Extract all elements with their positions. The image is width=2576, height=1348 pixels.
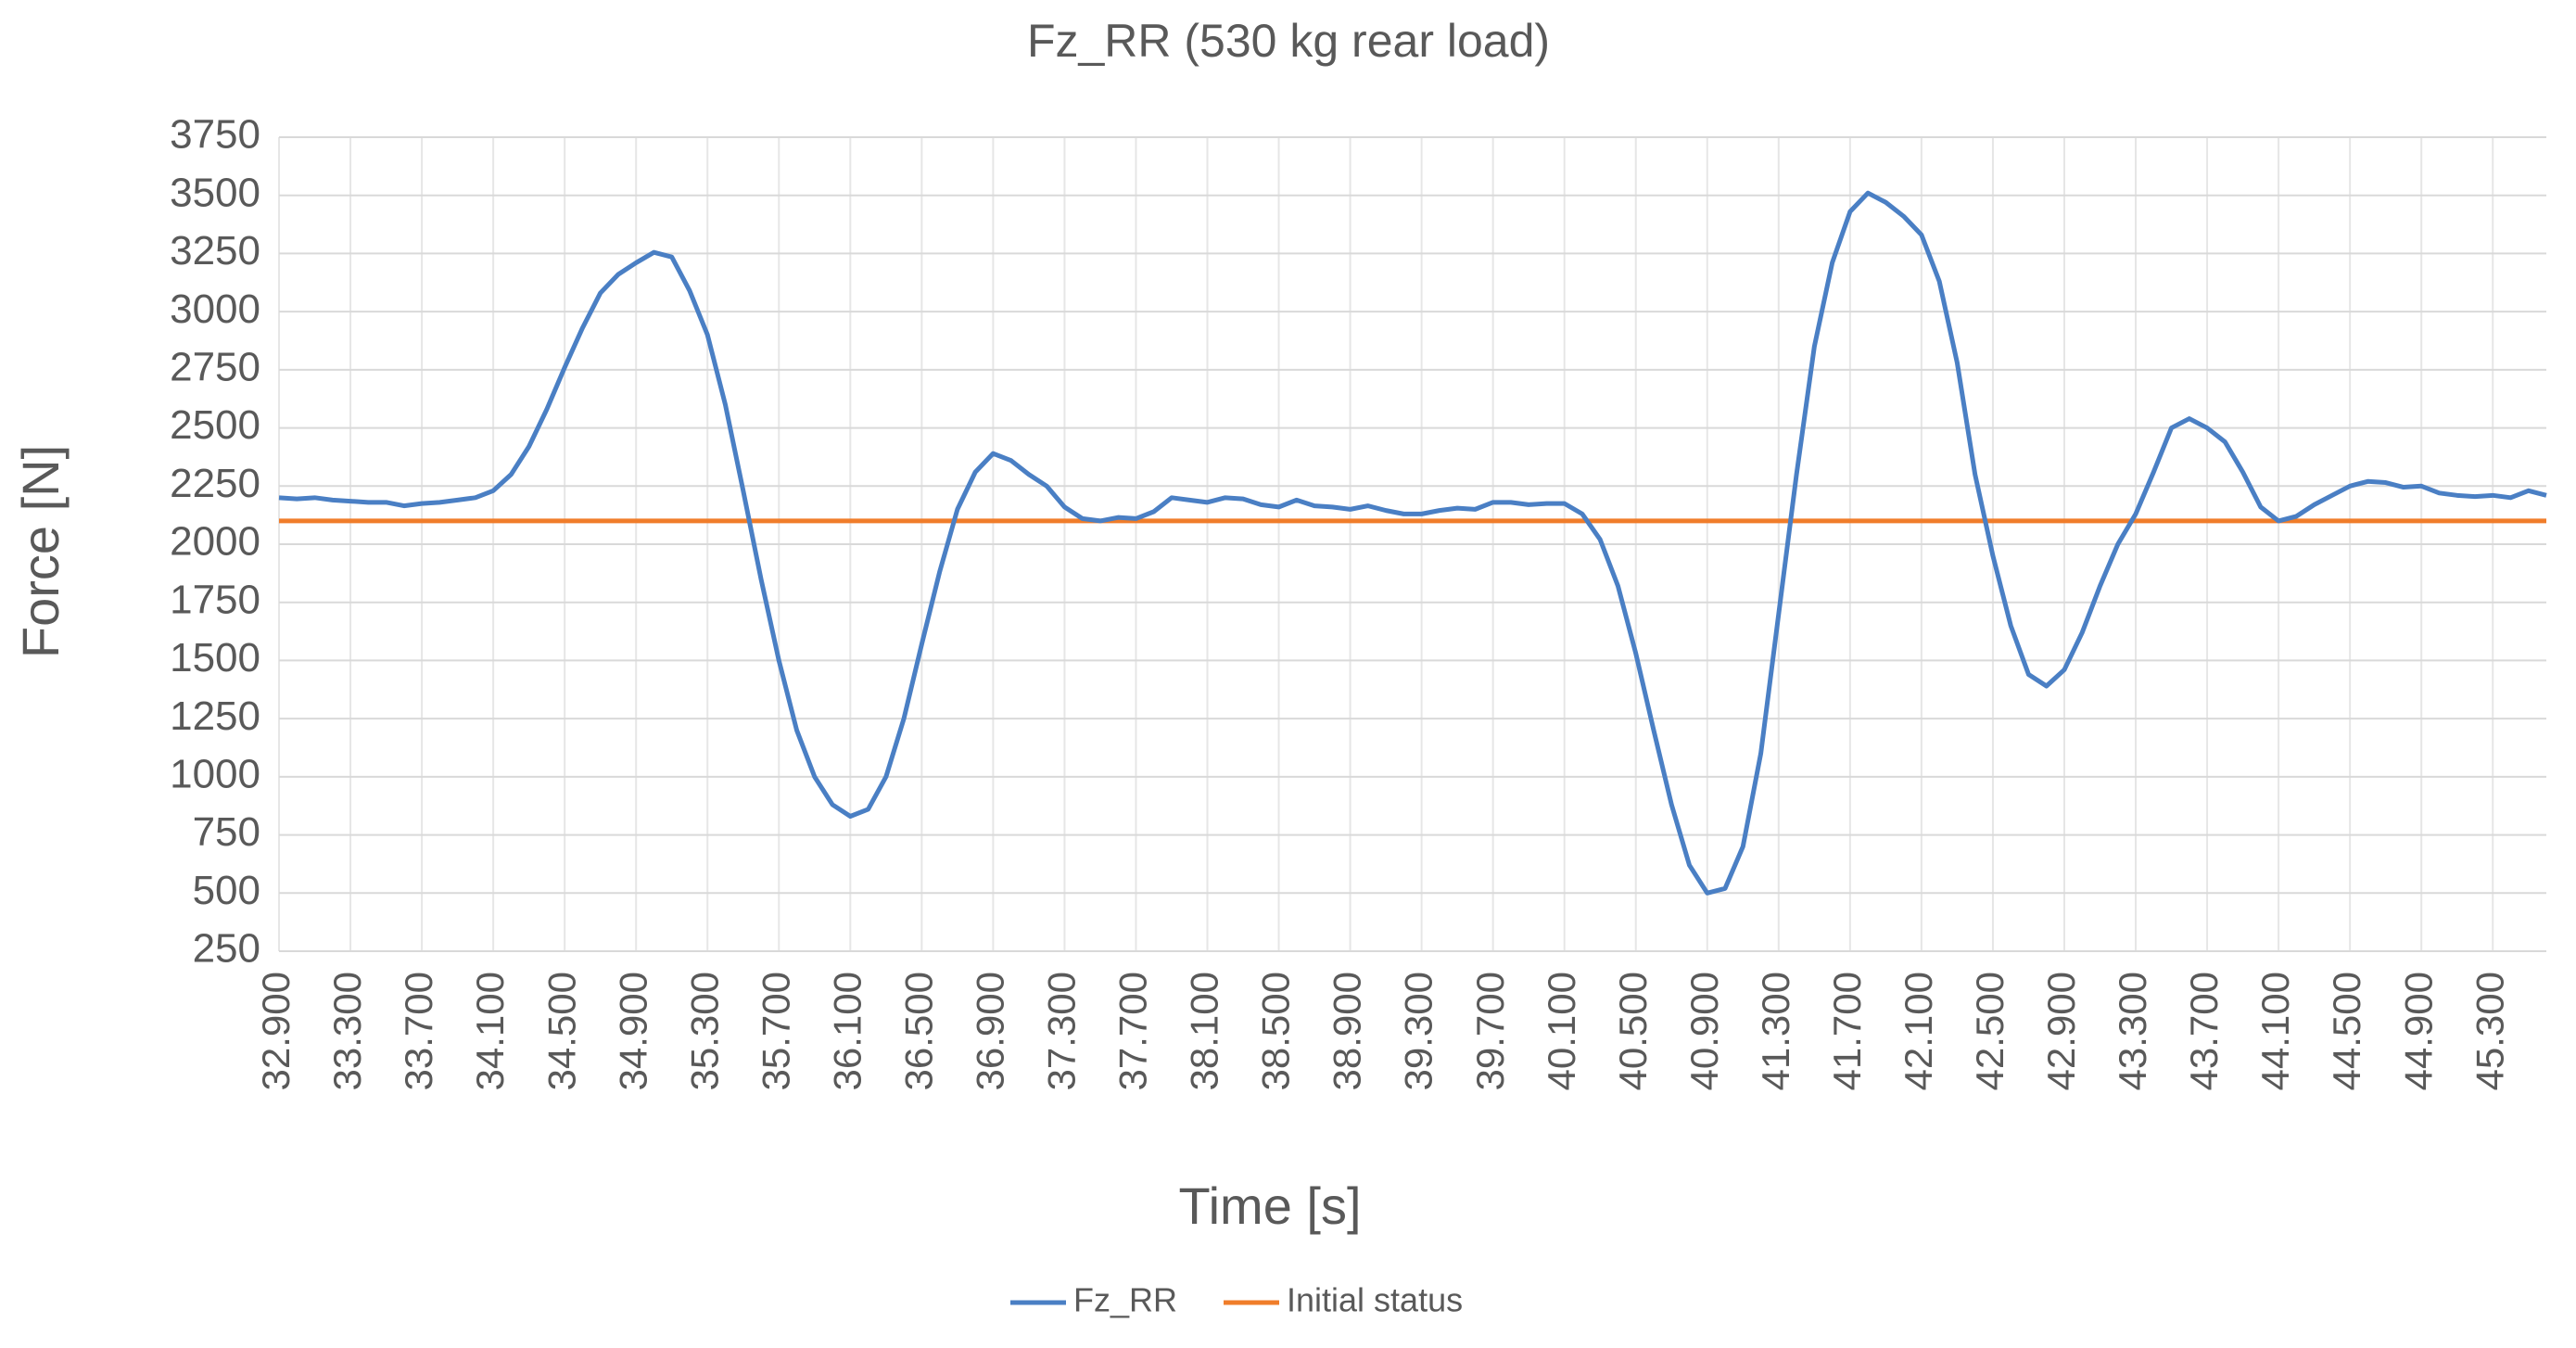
y-tick-label: 3250 [170, 228, 260, 273]
line-series [278, 190, 2547, 896]
x-tick-label: 42.100 [1897, 972, 1940, 1090]
x-tick-label: 45.300 [2468, 972, 2511, 1090]
x-axis-title: Time [s] [1178, 1176, 1361, 1235]
y-tick-label: 750 [193, 809, 260, 855]
x-tick-label: 39.300 [1397, 972, 1440, 1090]
x-tick-label: 36.900 [968, 972, 1011, 1090]
x-tick-label: 34.900 [611, 972, 654, 1090]
y-tick-label: 500 [193, 868, 260, 913]
x-tick-label: 33.700 [397, 972, 440, 1090]
x-tick-label: 38.900 [1326, 972, 1369, 1090]
x-tick-label: 36.500 [896, 972, 940, 1090]
y-tick-label: 3500 [170, 170, 260, 215]
x-tick-label: 43.700 [2182, 972, 2226, 1090]
x-tick-label: 44.900 [2396, 972, 2440, 1090]
x-tick-label: 42.500 [1968, 972, 2011, 1090]
chart-title: Fz_RR (530 kg rear load) [1027, 15, 1550, 67]
y-tick-label: 250 [193, 926, 260, 972]
x-tick-label: 37.700 [1111, 972, 1155, 1090]
y-tick-label: 1500 [170, 635, 260, 680]
y-tick-label: 3750 [170, 112, 260, 158]
x-tick-label: 41.300 [1754, 972, 1797, 1090]
x-tick-label: 40.900 [1682, 972, 1726, 1090]
y-tick-label: 1750 [170, 577, 260, 622]
x-tick-label: 35.300 [682, 972, 726, 1090]
x-tick-label: 41.700 [1825, 972, 1869, 1090]
x-tick-label: 42.900 [2039, 972, 2083, 1090]
x-tick-label: 35.700 [754, 972, 797, 1090]
x-tick-label: 39.700 [1468, 972, 1512, 1090]
x-tick-label: 40.500 [1611, 972, 1655, 1090]
y-tick-label: 3000 [170, 286, 260, 332]
x-tick-label: 43.300 [2111, 972, 2154, 1090]
x-tick-label: 37.300 [1040, 972, 1084, 1090]
y-tick-label: 2250 [170, 461, 260, 506]
x-tick-label: 44.500 [2325, 972, 2368, 1090]
x-tick-label: 40.100 [1540, 972, 1583, 1090]
y-tick-label: 2000 [170, 519, 260, 565]
y-axis-title: Force [N] [11, 445, 70, 658]
x-tick-label: 44.100 [2253, 972, 2297, 1090]
x-tick-label: 32.900 [254, 972, 298, 1090]
y-tick-label: 2500 [170, 402, 260, 448]
x-tick-label: 36.100 [825, 972, 869, 1090]
x-tick-label: 34.500 [539, 972, 583, 1090]
y-tick-label: 1250 [170, 693, 260, 739]
y-tick-label: 2750 [170, 344, 260, 389]
legend-label: Initial status [1287, 1281, 1463, 1319]
x-tick-label: 34.100 [468, 972, 512, 1090]
x-tick-label: 38.100 [1183, 972, 1226, 1090]
x-tick-label: 33.300 [325, 972, 369, 1090]
y-tick-label: 1000 [170, 751, 260, 796]
legend-label: Fz_RR [1073, 1281, 1177, 1319]
x-tick-label: 38.500 [1254, 972, 1298, 1090]
